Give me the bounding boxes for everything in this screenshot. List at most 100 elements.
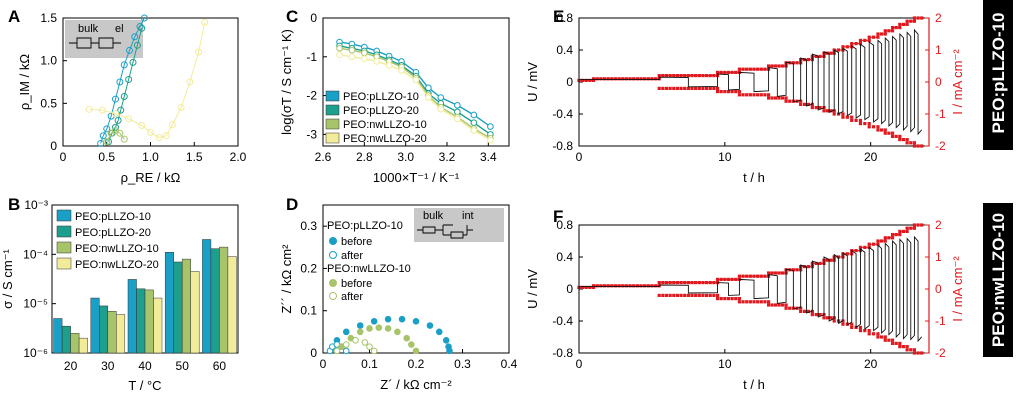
current-marker (715, 90, 720, 94)
current-marker (845, 115, 849, 119)
current-marker (708, 293, 712, 297)
data-point (470, 119, 478, 127)
data-point (470, 111, 478, 119)
current-marker (841, 115, 845, 119)
current-marker (832, 109, 836, 113)
data-point (155, 133, 163, 141)
data-point (373, 58, 381, 65)
data-point (177, 104, 185, 112)
current-marker (863, 329, 867, 333)
current-marker (723, 297, 727, 301)
current-marker (912, 351, 917, 355)
data-point (398, 315, 406, 323)
bar-3-0 (78, 337, 88, 354)
data-point (361, 55, 368, 63)
current-marker (876, 128, 880, 132)
current-marker (788, 306, 792, 310)
current-marker (890, 338, 895, 342)
panel-label-D: D (286, 195, 298, 214)
x-tick-label: 40 (138, 359, 152, 373)
x-tick-label: 2.0 (230, 150, 247, 164)
bar-3-2 (153, 297, 163, 354)
current-marker (675, 293, 680, 297)
current-marker (715, 293, 720, 297)
current-marker (737, 93, 742, 97)
legend-swatch (56, 225, 72, 238)
bar-0-3 (164, 252, 174, 354)
data-point (412, 347, 420, 355)
current-marker (876, 125, 880, 129)
x-tick-label: 3.2 (439, 150, 456, 164)
legend-label: PEO:nwLLZO-20 (75, 259, 159, 271)
current-marker (780, 96, 785, 100)
current-marker (832, 112, 836, 116)
current-marker (818, 313, 822, 317)
legend-label: PEO:pLLZO-10 (343, 91, 419, 103)
current-marker (814, 106, 818, 110)
data-point (412, 76, 420, 84)
data-point (133, 41, 141, 49)
current-marker (766, 93, 771, 97)
legend-swatch (325, 132, 340, 144)
y-tick-label: -3 (306, 127, 317, 141)
x-axis-label: 1000×T⁻¹ / K⁻¹ (373, 170, 460, 185)
y-right-axis-label: I / mA cm⁻² (950, 256, 965, 322)
data-point (435, 328, 443, 336)
current-marker (920, 223, 924, 227)
current-marker (850, 118, 854, 122)
x-tick-label: 10 (718, 150, 732, 164)
inset-label-bulk: bulk (78, 23, 99, 35)
current-marker (737, 300, 742, 304)
current-marker (806, 102, 811, 106)
x-tick-label: 50 (176, 359, 190, 373)
current-marker (683, 86, 687, 90)
current-marker (705, 86, 709, 90)
data-point (454, 101, 461, 109)
current-marker (770, 96, 774, 100)
y-tick-label: 0 (310, 346, 317, 360)
current-marker (664, 293, 669, 297)
data-point (408, 341, 415, 348)
data-point (426, 322, 434, 329)
data-point (342, 328, 350, 336)
current-marker (916, 351, 920, 355)
data-point (437, 105, 445, 113)
y-axis-label: σ / S cm⁻¹ (0, 249, 15, 309)
bar-1-4 (210, 248, 220, 354)
data-point (446, 347, 453, 355)
current-marker (829, 109, 833, 113)
legend-label: PEO:nwLLZO-20 (343, 133, 427, 145)
sample-label-box (983, 0, 1013, 150)
data-point (403, 334, 411, 342)
x-tick-label: 0.3 (454, 357, 471, 371)
bar-2-4 (219, 246, 229, 354)
data-point (348, 53, 356, 61)
current-marker (679, 86, 683, 90)
current-marker (829, 316, 833, 320)
current-marker (730, 297, 734, 301)
current-marker (916, 144, 920, 148)
data-point (126, 46, 133, 54)
current-marker (883, 128, 887, 132)
panel-label-C: C (286, 7, 298, 26)
legend-swatch (56, 209, 72, 222)
x-tick-label: 0.5 (98, 150, 115, 164)
current-marker (825, 316, 830, 320)
current-marker (909, 141, 913, 145)
current-marker (883, 131, 887, 135)
current-marker (741, 300, 745, 304)
circuit-symbol (69, 37, 121, 49)
data-point (385, 62, 393, 69)
x-tick-label: 30 (101, 359, 115, 373)
data-point (103, 138, 111, 146)
current-marker (766, 96, 771, 100)
current-marker (784, 306, 788, 310)
data-point (356, 322, 364, 329)
data-point (370, 317, 378, 325)
y-tick-label: 0 (50, 139, 57, 153)
current-marker (756, 300, 760, 304)
data-point (352, 337, 359, 344)
current-marker (730, 90, 734, 94)
data-point (336, 51, 343, 59)
current-marker (880, 128, 884, 132)
